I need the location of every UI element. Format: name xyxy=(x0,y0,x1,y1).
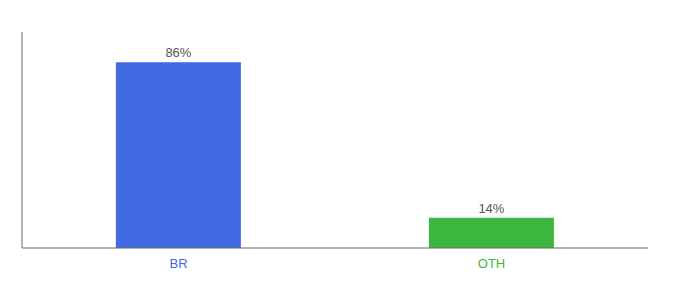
svg-text:14%: 14% xyxy=(478,201,504,216)
svg-text:86%: 86% xyxy=(165,45,191,60)
svg-text:BR: BR xyxy=(169,256,187,271)
svg-text:OTH: OTH xyxy=(478,256,505,271)
